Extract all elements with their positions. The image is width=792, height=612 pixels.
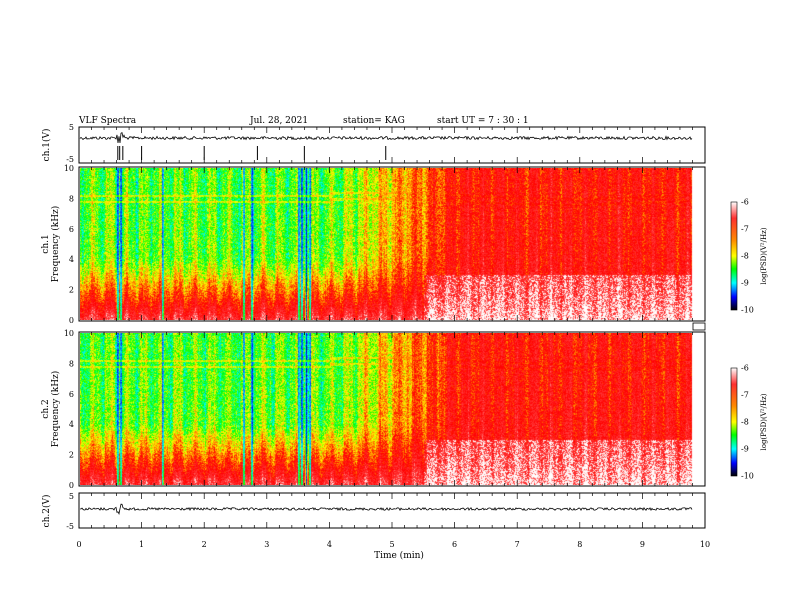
x-tick-6: 6	[452, 540, 457, 549]
ch2-cb-tick-m6: -6	[741, 364, 749, 373]
ch1-waveform-ticks	[78, 127, 706, 163]
ch1-cb-tick-m6: -6	[741, 198, 749, 207]
x-tick-2: 2	[202, 540, 207, 549]
x-tick-4: 4	[327, 540, 332, 549]
ch2-spectrogram-image	[80, 333, 704, 485]
ch1-freq-tick-8: 8	[69, 194, 74, 203]
ch1-spectrogram-ylabel-channel: ch.1	[41, 234, 51, 253]
ch1-freq-tick-0: 0	[69, 316, 74, 325]
ch1-spectrogram-yticklabels: 0 2 4 6 8 10	[64, 164, 74, 325]
ch1-ytick-bottom: -5	[66, 155, 74, 164]
ch1-waveform-ylabel: ch.1(V)	[41, 129, 52, 162]
ch2-spectrogram-yticklabels: 0 2 4 6 8 10	[64, 329, 74, 490]
x-axis-ticklabels: 0 1 2 3 4 5 6 7 8 9 10	[76, 540, 710, 549]
ch2-freq-tick-4: 4	[69, 420, 74, 429]
ch2-cb-tick-m7: -7	[741, 391, 749, 400]
figure-title: VLF Spectra	[78, 116, 137, 126]
ch1-cb-tick-m8: -8	[741, 252, 749, 261]
ch1-waveform-line	[79, 131, 693, 144]
ch2-spectrogram-ylabel-freq: Frequency (kHz)	[50, 371, 61, 448]
ch1-freq-tick-10: 10	[64, 164, 74, 173]
ch1-cb-tick-m9: -9	[741, 279, 749, 288]
ch2-ytick-top: 5	[69, 492, 74, 501]
ch1-freq-tick-2: 2	[69, 286, 74, 295]
ch1-waveform-panel: 5 -5 ch.1(V)	[41, 123, 706, 164]
ch1-freq-tick-6: 6	[69, 225, 74, 234]
ch1-spectrogram-image	[80, 168, 704, 320]
ch2-colorbar	[730, 367, 738, 477]
ch2-spectrogram-panel: 0 2 4 6 8 10 ch.2 Frequency (kHz) -6 -7 …	[41, 329, 768, 490]
ch1-colorbar-label: log(PSD)(V²/Hz)	[760, 227, 768, 284]
ch2-freq-tick-8: 8	[69, 359, 74, 368]
ch2-cb-tick-m10: -10	[741, 472, 754, 481]
x-tick-3: 3	[264, 540, 269, 549]
ch2-colorbar-label: log(PSD)(V²/Hz)	[760, 393, 768, 450]
x-tick-7: 7	[515, 540, 520, 549]
panel-connector-mark	[692, 322, 706, 331]
ch2-freq-tick-2: 2	[69, 451, 74, 460]
ch2-spectrogram-ylabel-channel: ch.2	[41, 399, 51, 418]
ch2-cb-tick-m8: -8	[741, 418, 749, 427]
x-tick-8: 8	[577, 540, 582, 549]
x-tick-5: 5	[389, 540, 394, 549]
x-axis-label: Time (min)	[374, 550, 424, 561]
ch1-cb-tick-m10: -10	[741, 306, 754, 315]
ch1-cb-tick-m7: -7	[741, 225, 749, 234]
ch2-spectrogram-ticks	[78, 332, 706, 486]
ch1-spectrogram-ticks	[78, 167, 706, 321]
ch1-colorbar-ticks: -6 -7 -8 -9 -10	[741, 198, 754, 315]
ch1-ytick-top: 5	[69, 123, 74, 132]
station-label: station= KAG	[343, 116, 405, 126]
x-tick-10: 10	[700, 540, 710, 549]
ch1-spectrogram-panel: 0 2 4 6 8 10 ch.1 Frequency (kHz) -6 -7 …	[41, 164, 768, 325]
ch2-waveform-line	[79, 503, 693, 516]
ch2-waveform-ylabel: ch.2(V)	[41, 495, 52, 528]
ch2-waveform-panel: 5 -5 ch.2(V)	[41, 492, 706, 531]
ch2-freq-tick-6: 6	[69, 390, 74, 399]
start-ut-label: start UT = 7 : 30 : 1	[437, 116, 529, 126]
x-tick-0: 0	[76, 540, 81, 549]
date-label: Jul. 28, 2021	[249, 116, 308, 126]
ch1-spectrogram-ylabel-freq: Frequency (kHz)	[50, 206, 61, 283]
ch2-colorbar-ticks: -6 -7 -8 -9 -10	[741, 364, 754, 481]
ch2-freq-tick-0: 0	[69, 481, 74, 490]
x-tick-9: 9	[640, 540, 645, 549]
ch2-freq-tick-10: 10	[64, 329, 74, 338]
ch2-waveform-ticks	[78, 493, 706, 528]
ch1-freq-tick-4: 4	[69, 255, 74, 264]
ch2-cb-tick-m9: -9	[741, 445, 749, 454]
x-tick-1: 1	[139, 540, 144, 549]
ch1-colorbar	[730, 201, 738, 311]
ch2-ytick-bottom: -5	[66, 522, 74, 531]
